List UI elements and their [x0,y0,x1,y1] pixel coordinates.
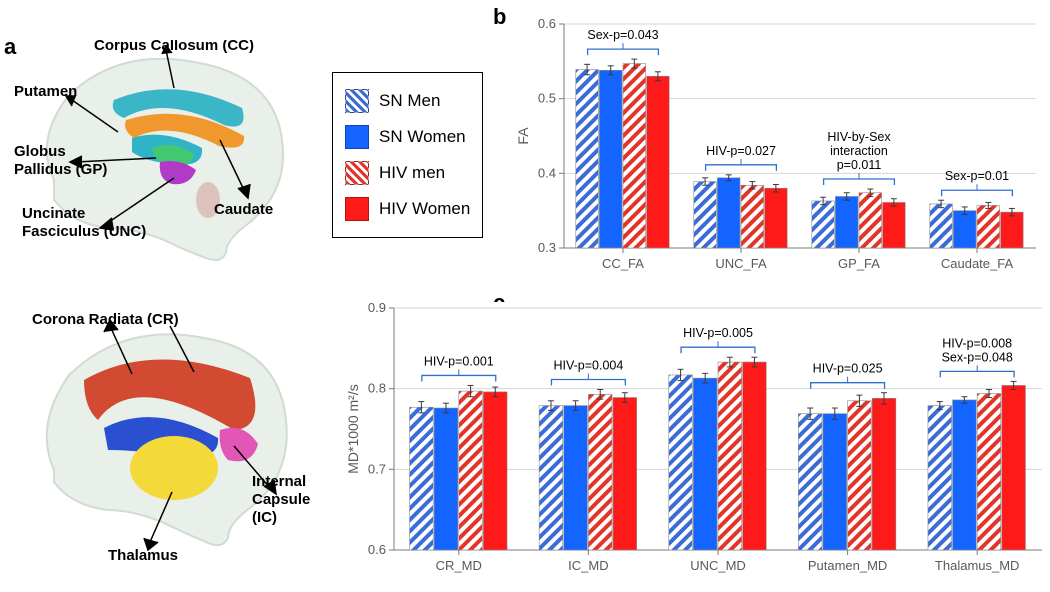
svg-text:Sex-p=0.043: Sex-p=0.043 [587,28,658,42]
legend-label-hiv-men: HIV men [379,155,445,191]
label-unc1: Uncinate [22,205,85,222]
label-putamen: Putamen [14,83,77,100]
svg-text:HIV-p=0.025: HIV-p=0.025 [813,362,883,376]
label-unc2: Fasciculus (UNC) [22,223,146,240]
swatch-hiv-women [345,197,369,221]
svg-text:HIV-p=0.008: HIV-p=0.008 [942,336,1012,350]
svg-text:Sex-p=0.048: Sex-p=0.048 [942,350,1013,364]
legend-item-hiv-men: HIV men [345,155,470,191]
panel-label-b: b [493,4,506,30]
legend-item-sn-men: SN Men [345,83,470,119]
svg-text:HIV-p=0.001: HIV-p=0.001 [424,354,494,368]
svg-text:0.4: 0.4 [538,165,556,180]
chart-c-md: 0.6 0.7 0.8 0.9 MD*1000 m²/s CR_MD IC_MD UNC_MD… [342,302,1048,584]
brain-bottom: Corona Radiata (CR) Internal Capsule (IC… [14,310,314,540]
svg-text:0.7: 0.7 [368,461,386,476]
legend: SN Men SN Women HIV men HIV Women [332,72,483,238]
region-thalamus [130,436,218,500]
legend-label-sn-women: SN Women [379,119,466,155]
svg-text:Putamen_MD: Putamen_MD [808,558,887,573]
svg-text:Caudate_FA: Caudate_FA [941,256,1014,271]
brain-top: Corpus Callosum (CC) Putamen Globus Pall… [14,40,314,270]
label-cr: Corona Radiata (CR) [32,311,179,328]
svg-text:Sex-p=0.01: Sex-p=0.01 [945,169,1009,183]
label-ic2: Capsule [252,491,310,508]
legend-label-hiv-women: HIV Women [379,191,470,227]
svg-text:GP_FA: GP_FA [838,256,880,271]
swatch-hiv-men [345,161,369,185]
svg-text:CC_FA: CC_FA [602,256,644,271]
svg-text:HIV-p=0.004: HIV-p=0.004 [553,358,623,372]
svg-text:0.8: 0.8 [368,381,386,396]
label-gp1: Globus [14,143,66,160]
svg-text:HIV-by-Sex: HIV-by-Sex [827,130,891,144]
label-cc: Corpus Callosum (CC) [94,40,254,54]
label-gp2: Pallidus (GP) [14,161,107,178]
label-thalamus: Thalamus [108,547,178,564]
svg-text:0.6: 0.6 [368,542,386,557]
legend-item-sn-women: SN Women [345,119,470,155]
svg-text:Thalamus_MD: Thalamus_MD [935,558,1020,573]
svg-text:0.9: 0.9 [368,302,386,315]
svg-text:CR_MD: CR_MD [436,558,482,573]
legend-item-hiv-women: HIV Women [345,191,470,227]
chart-b-fa: 0.3 0.4 0.5 0.6 FA CC_FA UNC_FA GP_FA Caudate_FA… [512,18,1042,282]
svg-text:HIV-p=0.027: HIV-p=0.027 [706,144,776,158]
svg-text:UNC_MD: UNC_MD [690,558,746,573]
svg-text:0.3: 0.3 [538,240,556,255]
svg-text:FA: FA [515,127,531,145]
label-caudate: Caudate [214,201,273,218]
label-ic3: (IC) [252,509,277,526]
swatch-sn-women [345,125,369,149]
swatch-sn-men [345,89,369,113]
svg-text:HIV-p=0.005: HIV-p=0.005 [683,326,753,340]
svg-text:interaction: interaction [830,144,888,158]
svg-text:p=0.011: p=0.011 [837,158,882,172]
svg-text:MD*1000 m²/s: MD*1000 m²/s [345,384,361,473]
legend-label-sn-men: SN Men [379,83,440,119]
svg-text:UNC_FA: UNC_FA [715,256,767,271]
svg-text:IC_MD: IC_MD [568,558,608,573]
label-ic1: Internal [252,473,306,490]
svg-text:0.5: 0.5 [538,91,556,106]
svg-text:0.6: 0.6 [538,18,556,31]
